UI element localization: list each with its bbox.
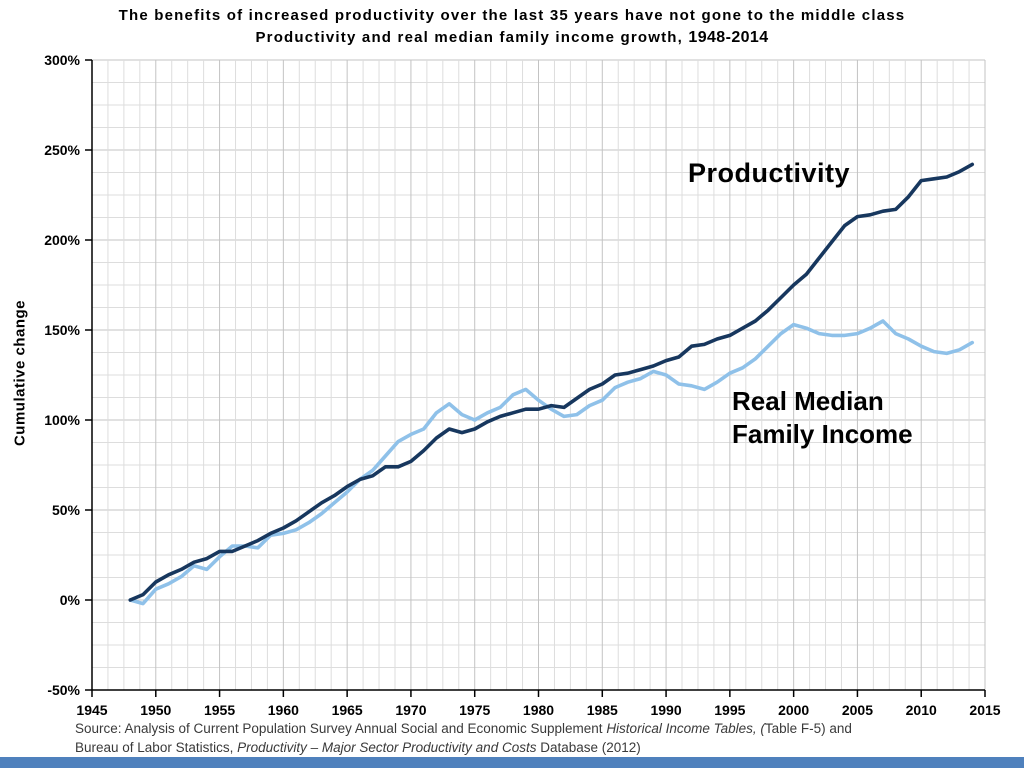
- svg-text:1960: 1960: [268, 702, 299, 718]
- svg-text:1985: 1985: [587, 702, 618, 718]
- source-segment: Table F-5) and: [764, 721, 852, 736]
- annotation-income-line2: Family Income: [732, 419, 913, 449]
- svg-text:2010: 2010: [906, 702, 937, 718]
- svg-text:50%: 50%: [52, 502, 81, 518]
- chart-title-line2: Productivity and real median family inco…: [0, 29, 1024, 47]
- svg-text:200%: 200%: [44, 232, 80, 248]
- svg-text:150%: 150%: [44, 322, 80, 338]
- svg-text:250%: 250%: [44, 142, 80, 158]
- chart-title-line2-main: Productivity and real median family inco…: [255, 29, 689, 46]
- svg-text:2015: 2015: [969, 702, 1000, 718]
- svg-text:1945: 1945: [76, 702, 107, 718]
- svg-text:1965: 1965: [332, 702, 363, 718]
- annotation-productivity: Productivity: [688, 158, 851, 188]
- svg-text:2005: 2005: [842, 702, 873, 718]
- source-note: Source: Analysis of Current Population S…: [75, 719, 1005, 757]
- source-line2: Bureau of Labor Statistics, Productivity…: [75, 738, 1005, 757]
- svg-text:1955: 1955: [204, 702, 235, 718]
- line-chart-canvas: 300% 250% 200% 150% 100% 50% 0% -50% 1945 1950 195…: [44, 52, 1001, 718]
- chart-title-line2-years: 1948-2014: [688, 29, 769, 46]
- source-segment: Source: Analysis of Current Population S…: [75, 721, 607, 736]
- svg-text:1970: 1970: [395, 702, 426, 718]
- source-segment: Database (2012): [536, 740, 641, 755]
- svg-text:1975: 1975: [459, 702, 490, 718]
- svg-text:1950: 1950: [140, 702, 171, 718]
- svg-text:0%: 0%: [60, 592, 81, 608]
- svg-text:300%: 300%: [44, 52, 80, 68]
- source-segment-italic: Productivity – Major Sector Productivity…: [237, 740, 537, 755]
- svg-text:1990: 1990: [650, 702, 681, 718]
- svg-text:2000: 2000: [778, 702, 809, 718]
- svg-text:1980: 1980: [523, 702, 554, 718]
- svg-text:-50%: -50%: [47, 682, 80, 698]
- annotation-real-median-family-income: Real Median Family Income: [732, 385, 913, 451]
- source-line1: Source: Analysis of Current Population S…: [75, 719, 1005, 738]
- footer-accent-bar: [0, 757, 1024, 768]
- annotation-income-line1: Real Median: [732, 386, 884, 416]
- source-segment-italic: Historical Income Tables, (: [606, 721, 765, 736]
- svg-text:1995: 1995: [714, 702, 745, 718]
- chart-title-line1: The benefits of increased productivity o…: [118, 7, 906, 24]
- source-segment: Bureau of Labor Statistics,: [75, 740, 238, 755]
- svg-text:100%: 100%: [44, 412, 80, 428]
